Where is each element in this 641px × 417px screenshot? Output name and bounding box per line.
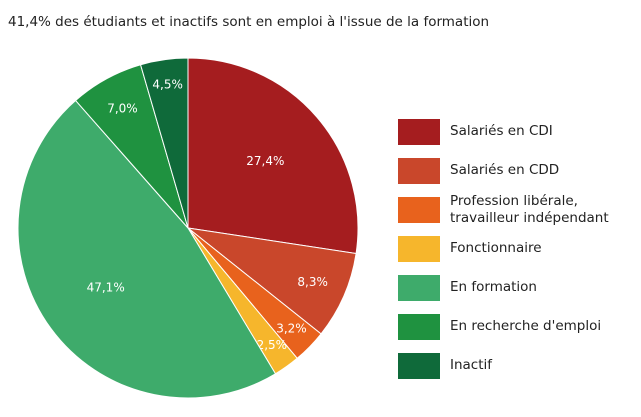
legend-item: En recherche d'emploi: [398, 307, 641, 346]
pie-slice: [139, 57, 189, 229]
legend-label: En recherche d'emploi: [450, 318, 602, 334]
slice-label: 27,4%: [246, 154, 284, 168]
legend-swatch: [398, 196, 440, 223]
legend-item: Profession libérale, travailleur indépen…: [398, 190, 641, 229]
pie-slice: [17, 99, 277, 399]
legend-swatch: [398, 313, 440, 340]
slice-label: 7,0%: [107, 101, 138, 115]
legend-item: En formation: [398, 268, 641, 307]
legend-label: Salariés en CDI: [450, 123, 553, 139]
legend-label: Inactif: [450, 357, 493, 373]
legend-item: Salariés en CDD: [398, 151, 641, 190]
slice-label: 47,1%: [87, 281, 125, 295]
legend-label: Fonctionnaire: [450, 240, 542, 256]
legend-item: Salariés en CDI: [398, 112, 641, 151]
slice-label: 8,3%: [297, 275, 328, 289]
legend-swatch: [398, 352, 440, 379]
slice-label: 2,5%: [257, 338, 288, 352]
slice-label: 3,2%: [276, 321, 307, 335]
legend-swatch: [398, 274, 440, 301]
legend-label: Salariés en CDD: [450, 162, 560, 178]
chart-title: 41,4% des étudiants et inactifs sont en …: [8, 14, 489, 30]
pie-slice: [187, 57, 359, 255]
legend-swatch: [398, 157, 440, 184]
legend-swatch: [398, 235, 440, 262]
legend: Salariés en CDI Salariés en CDD Profession…: [398, 112, 641, 385]
legend-swatch: [398, 118, 440, 145]
legend-label: Profession libérale, travailleur indépen…: [450, 192, 609, 226]
slice-label: 4,5%: [152, 77, 183, 91]
pie-slice: [186, 227, 357, 335]
legend-item: Fonctionnaire: [398, 229, 641, 268]
legend-item: Inactif: [398, 346, 641, 385]
legend-label: En formation: [450, 279, 537, 295]
